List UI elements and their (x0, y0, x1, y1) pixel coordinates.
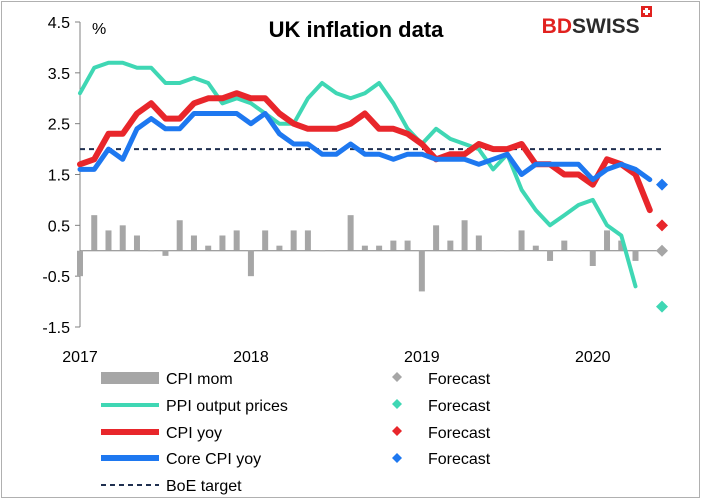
series-lines (77, 60, 653, 289)
cpi-mom-bar (518, 230, 525, 251)
legend-label-ppi: PPI output prices (166, 398, 288, 415)
cpi-mom-bar (290, 230, 297, 251)
cpi-mom-bar (618, 240, 625, 251)
cpi-mom-bar (176, 220, 183, 251)
core-cpi-yoy-line (77, 111, 653, 183)
cpi-mom-bar (418, 250, 425, 292)
cpi-mom-bar (561, 240, 568, 251)
legend-label-cpi-yoy: CPI yoy (166, 425, 222, 442)
cpi-mom-bar (632, 250, 639, 261)
cpi-mom-bar (404, 240, 411, 251)
cpi-mom-bars (77, 215, 639, 292)
cpi-mom-bar (119, 225, 126, 251)
y-tick-label: 3.5 (48, 66, 70, 83)
cpi-mom-bar (447, 240, 454, 251)
cpi-mom-bar (233, 230, 240, 251)
x-tick-label: 2018 (233, 349, 269, 366)
legend-label-ppi-forecast: Forecast (428, 398, 491, 415)
legend-label-boe: BoE target (166, 478, 242, 495)
legend-marker-cpi-mom-forecast (392, 372, 402, 382)
swiss-cross-icon (641, 6, 652, 17)
cpi-mom-bar (347, 215, 354, 251)
cpi-mom-bar (604, 230, 611, 251)
cpi-mom-bar (547, 250, 554, 261)
ppi-forecast-marker (656, 300, 668, 313)
legend-label-cpi-mom: CPI mom (166, 371, 233, 388)
y-tick-label: 0.5 (48, 218, 70, 235)
x-tick-label: 2019 (404, 349, 440, 366)
cpi-yoy-line (77, 90, 653, 214)
cpi-mom-bar (390, 240, 397, 251)
axes: 4.5 3.5 2.5 1.5 0.5 -0.5 -1.5 2017 2018 2019 2020 (42, 15, 664, 366)
cpi-mom-bar (361, 245, 368, 251)
chart-title: UK inflation data (269, 17, 445, 42)
cpi-mom-bar (333, 250, 340, 252)
cpi-mom-bar (276, 245, 283, 251)
brand-logo: BD SWISS (542, 6, 652, 38)
cpi-mom-bar (262, 230, 269, 251)
legend-swatch-cpi-mom (101, 372, 159, 384)
cpi-mom-bar (532, 245, 539, 251)
forecast-markers (656, 178, 668, 313)
brand-logo-part1: BD (542, 15, 572, 38)
cpi-mom-bar (219, 235, 226, 251)
cpi-mom-bar (433, 225, 440, 251)
cpi-mom-bar (376, 245, 383, 251)
y-tick-label: -1.5 (42, 320, 70, 337)
cpi-mom-bar (475, 235, 482, 251)
cpi-mom-bar (575, 250, 582, 252)
y-tick-label: -0.5 (42, 269, 70, 286)
cpi-mom-bar (205, 245, 212, 251)
cpi-mom-bar (105, 230, 112, 251)
cpi-mom-bar (490, 250, 497, 252)
cpi-mom-bar (461, 220, 468, 251)
ppi-line (78, 60, 638, 289)
legend-marker-cpi-yoy-forecast (392, 426, 402, 436)
legend-label-cpi-mom-forecast: Forecast (428, 371, 491, 388)
legend-label-core-forecast: Forecast (428, 451, 491, 468)
brand-logo-part2: SWISS (572, 15, 640, 38)
cpi-mom-bar (504, 250, 511, 252)
cpi-yoy-forecast-marker (656, 219, 668, 232)
legend-marker-core-forecast (392, 453, 402, 463)
cpi-mom-bar (162, 250, 169, 256)
legend-label-cpi-yoy-forecast: Forecast (428, 425, 491, 442)
cpi-mom-bar (304, 230, 311, 251)
cpi-mom-bar (190, 235, 197, 251)
legend: CPI mom PPI output prices CPI yoy Core C… (101, 371, 491, 495)
cpi-mom-bar (589, 250, 596, 266)
core-cpi-forecast-marker (656, 178, 668, 191)
legend-label-core: Core CPI yoy (166, 451, 261, 468)
y-tick-label: 2.5 (48, 117, 70, 134)
x-tick-label: 2017 (62, 349, 98, 366)
x-tick-label: 2020 (575, 349, 611, 366)
cpi-mom-bar (319, 250, 326, 252)
cpi-mom-bar (91, 215, 98, 251)
y-tick-label: 1.5 (48, 168, 70, 185)
cpi-mom-bar (133, 235, 140, 251)
cpi-mom-bar (77, 250, 83, 277)
cpi-mom-bar (148, 250, 155, 252)
cpi-mom-forecast-marker (656, 244, 668, 257)
y-tick-label: 4.5 (48, 15, 70, 32)
legend-marker-ppi-forecast (392, 399, 402, 409)
cpi-mom-bar (247, 250, 254, 277)
y-unit-label: % (92, 21, 106, 38)
